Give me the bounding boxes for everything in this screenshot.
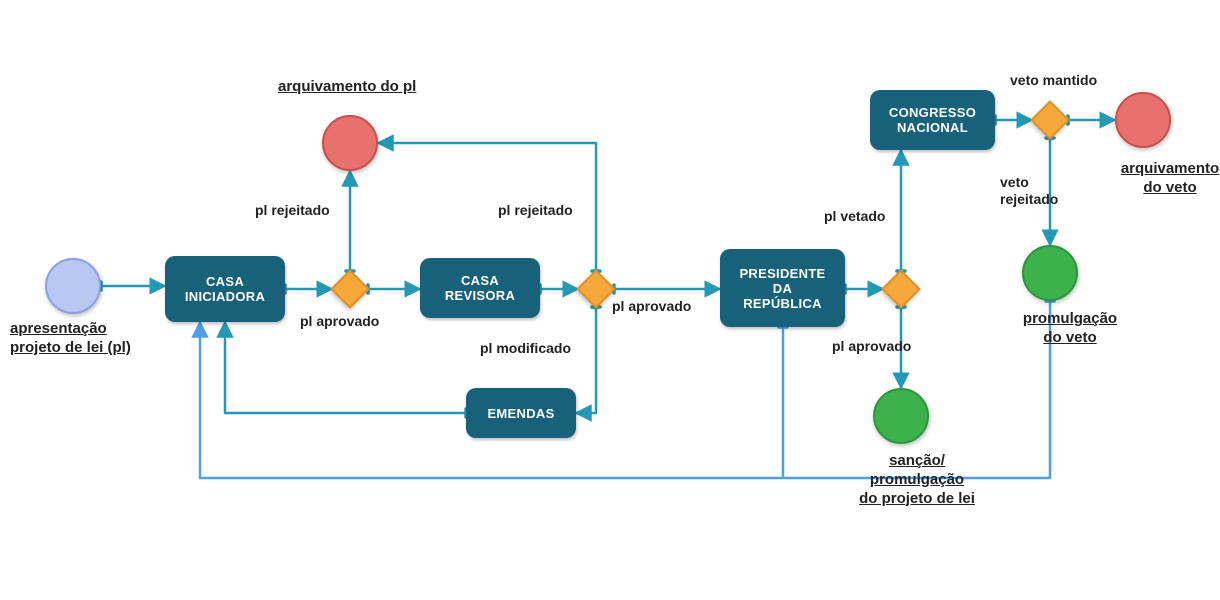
promulgacao-veto-caption: promulgaçãodo veto [1000, 310, 1140, 348]
sancao-circle [873, 388, 929, 444]
start-event-circle [45, 258, 101, 314]
label-veto-rejeitado: vetorejeitado [1000, 174, 1058, 208]
sancao-caption: sanção/promulgaçãodo projeto de lei [832, 452, 1002, 508]
arquivamento-veto-caption: arquivamentodo veto [1100, 160, 1220, 198]
label-pl-rejeitado-1: pl rejeitado [255, 202, 330, 219]
congresso-nacional-node: CONGRESSONACIONAL [870, 90, 995, 150]
label-pl-rejeitado-2: pl rejeitado [498, 202, 573, 219]
node-label: PRESIDENTEDAREPÚBLICA [739, 266, 825, 311]
presidente-node: PRESIDENTEDAREPÚBLICA [720, 249, 845, 327]
gateway-1 [330, 269, 370, 309]
label-pl-aprovado-3: pl aprovado [832, 338, 911, 355]
casa-iniciadora-node: CASAINICIADORA [165, 256, 285, 322]
label-pl-aprovado-1: pl aprovado [300, 313, 379, 330]
promulgacao-veto-circle [1022, 245, 1078, 301]
label-pl-vetado: pl vetado [824, 208, 885, 225]
casa-revisora-node: CASAREVISORA [420, 258, 540, 318]
arquivamento-pl-caption: arquivamento do pl [278, 78, 478, 97]
emendas-node: EMENDAS [466, 388, 576, 438]
gateway-3 [881, 269, 921, 309]
node-label: CASAINICIADORA [185, 274, 265, 304]
node-label: CONGRESSONACIONAL [889, 105, 976, 135]
label-pl-aprovado-2: pl aprovado [612, 298, 691, 315]
label-pl-modificado: pl modificado [480, 340, 571, 357]
gateway-2 [576, 269, 616, 309]
node-label: CASAREVISORA [445, 273, 515, 303]
start-caption: apresentaçãoprojeto de lei (pl) [10, 320, 170, 358]
node-label: EMENDAS [487, 406, 554, 421]
gateway-4 [1030, 100, 1070, 140]
arquivamento-pl-circle [322, 115, 378, 171]
label-veto-mantido: veto mantido [1010, 72, 1097, 89]
arquivamento-veto-circle [1115, 92, 1171, 148]
